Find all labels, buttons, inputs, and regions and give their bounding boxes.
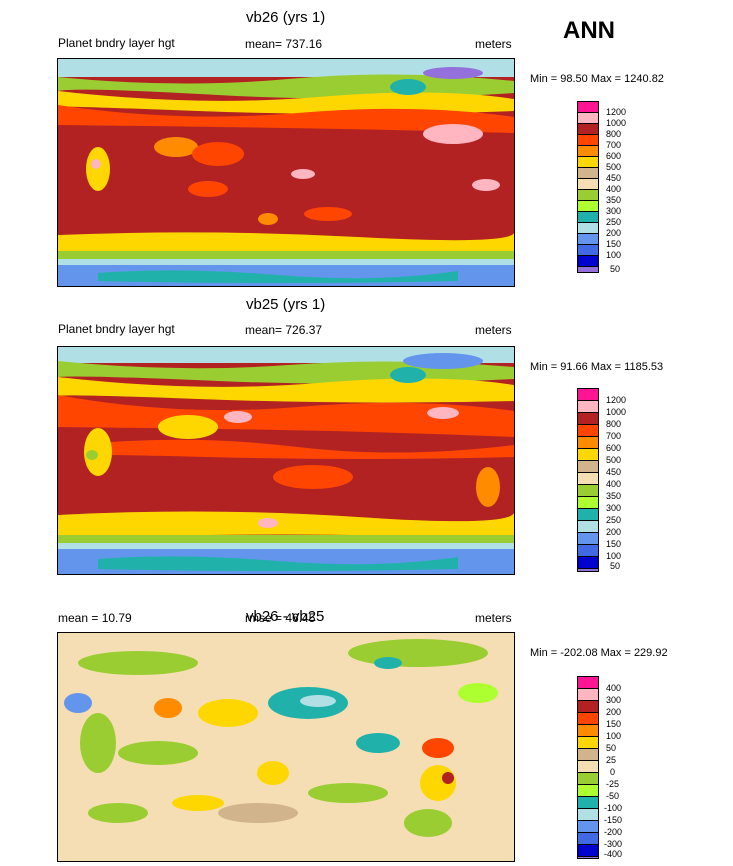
colorbar-label: 250 — [606, 515, 622, 525]
panel-title: vb26 (yrs 1) — [246, 9, 326, 26]
units-label: meters — [475, 611, 512, 625]
colorbar-label: 150 — [606, 719, 622, 729]
mean-value: mean = 10.79 — [58, 611, 132, 625]
colorbar-label: 800 — [606, 419, 622, 429]
colorbar — [577, 388, 599, 572]
min-max-label: Min = 91.66 Max = 1185.53 — [530, 361, 664, 373]
colorbar-label: 1000 — [606, 407, 627, 417]
colorbar-label: 350 — [606, 491, 622, 501]
colorbar-label: 25 — [606, 755, 617, 765]
colorbar-label: 50 — [610, 561, 621, 571]
colorbar-label: 400 — [606, 683, 622, 693]
colorbar-label: 600 — [606, 151, 622, 161]
variable-name: Planet bndry layer hgt — [58, 322, 175, 336]
colorbar-label: -400 — [604, 849, 623, 859]
colorbar-label: 500 — [606, 162, 622, 172]
colorbar-label: 450 — [606, 467, 622, 477]
colorbar-label: 1200 — [606, 107, 627, 117]
colorbar-label: -300 — [604, 839, 623, 849]
colorbar-label: 300 — [606, 206, 622, 216]
colorbar-label: 400 — [606, 184, 622, 194]
colorbar-label: 100 — [606, 731, 622, 741]
colorbar-label: 800 — [606, 129, 622, 139]
colorbar-label: 700 — [606, 431, 622, 441]
colorbar-label: 0 — [610, 767, 616, 777]
colorbar-label: 1200 — [606, 395, 627, 405]
colorbar-label: -25 — [606, 779, 620, 789]
season-label: ANN — [563, 17, 615, 44]
mean-value: mean= 737.16 — [245, 37, 323, 51]
colorbar-label: 150 — [606, 239, 622, 249]
colorbar-label: 200 — [606, 707, 622, 717]
mean-value: mean= 726.37 — [245, 323, 323, 337]
map-difference — [57, 632, 515, 862]
colorbar-label: 700 — [606, 140, 622, 150]
colorbar-label: -50 — [606, 791, 620, 801]
colorbar-label: 200 — [606, 527, 622, 537]
colorbar-label: 50 — [606, 743, 617, 753]
colorbar-label: 250 — [606, 217, 622, 227]
colorbar-label: 200 — [606, 228, 622, 238]
colorbar-label: 600 — [606, 443, 622, 453]
min-max-label: Min = -202.08 Max = 229.92 — [530, 647, 668, 659]
colorbar-label: 100 — [606, 551, 622, 561]
colorbar-label: -200 — [604, 827, 623, 837]
variable-name: Planet bndry layer hgt — [58, 36, 175, 50]
colorbar-label: 450 — [606, 173, 622, 183]
colorbar-label: -150 — [604, 815, 623, 825]
colorbar-label: 300 — [606, 695, 622, 705]
map-vb26 — [57, 58, 515, 287]
map-vb25 — [57, 346, 515, 575]
colorbar-label: 400 — [606, 479, 622, 489]
colorbar — [577, 676, 599, 859]
colorbar — [577, 101, 599, 273]
colorbar-label: 100 — [606, 250, 622, 260]
panel-title: vb26 - vb25 — [246, 608, 325, 625]
units-label: meters — [475, 37, 512, 51]
rmse-value: rmse = 46.45 — [245, 611, 316, 625]
colorbar-label: 50 — [610, 264, 621, 274]
colorbar-label: 300 — [606, 503, 622, 513]
min-max-label: Min = 98.50 Max = 1240.82 — [530, 73, 664, 85]
colorbar-label: 500 — [606, 455, 622, 465]
colorbar-label: 1000 — [606, 118, 627, 128]
units-label: meters — [475, 323, 512, 337]
colorbar-label: 350 — [606, 195, 622, 205]
colorbar-label: -100 — [604, 803, 623, 813]
colorbar-label: 150 — [606, 539, 622, 549]
panel-title: vb25 (yrs 1) — [246, 296, 326, 313]
